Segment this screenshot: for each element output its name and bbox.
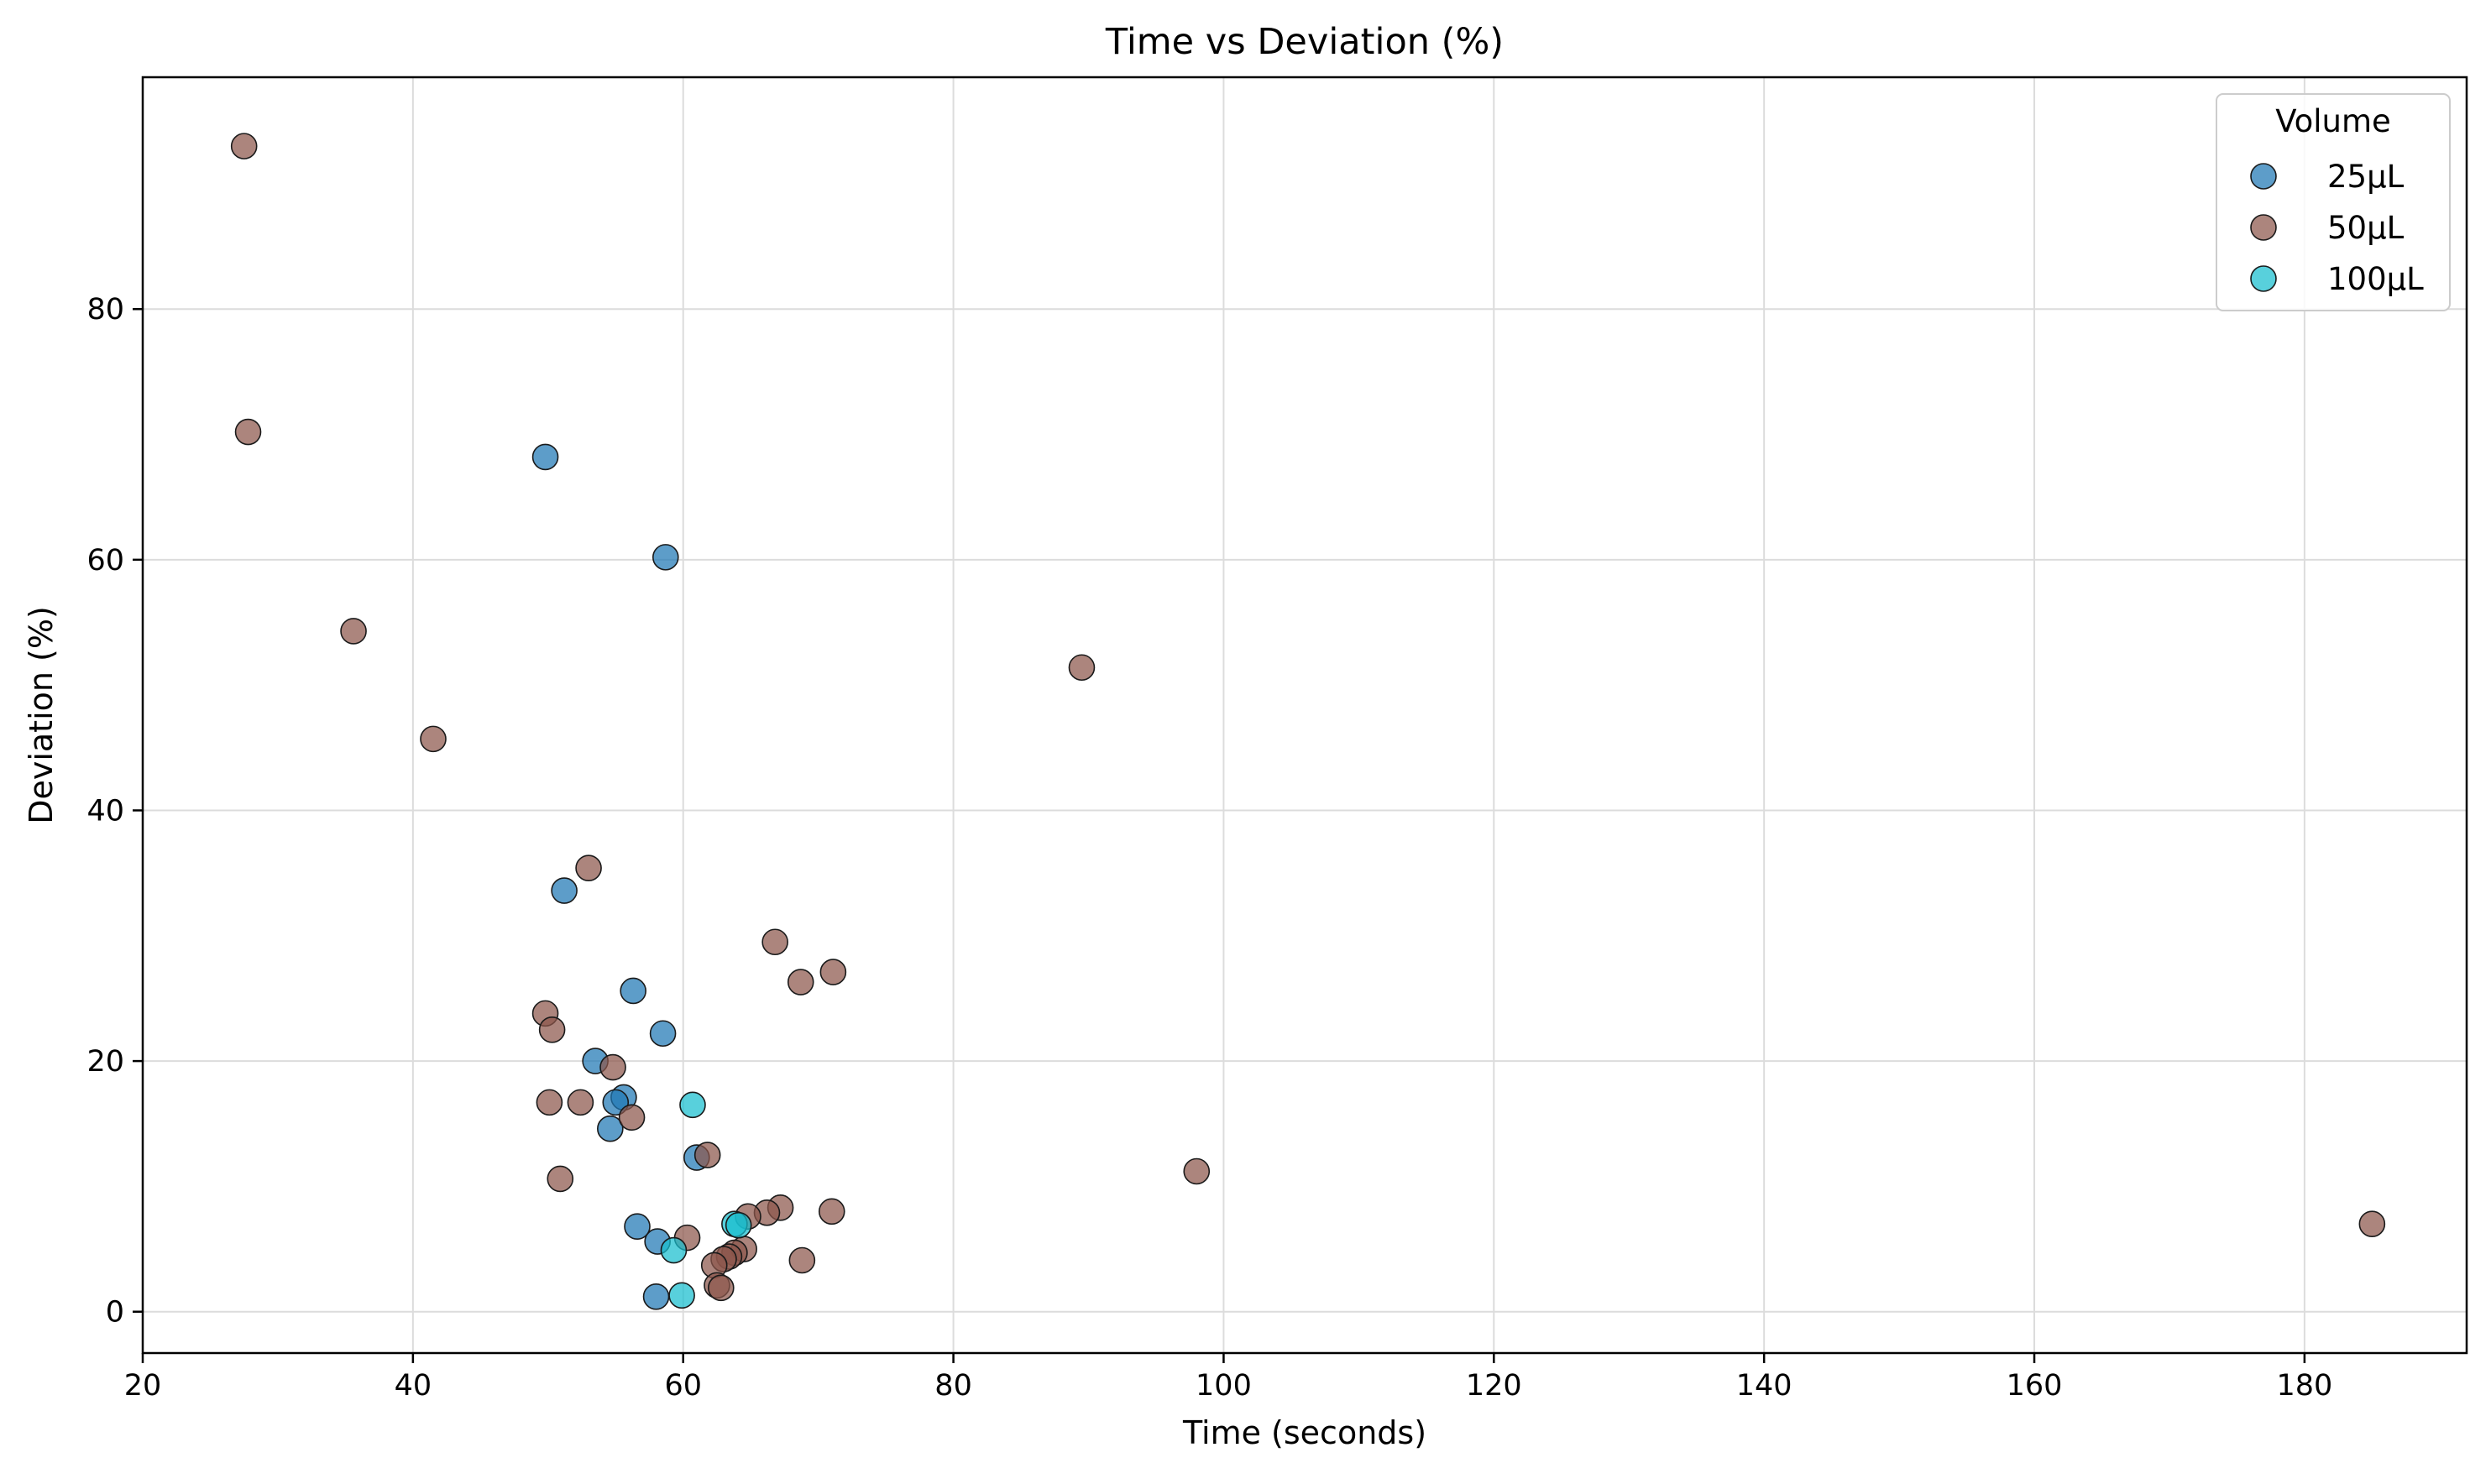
legend-box [2216,93,2451,311]
data-point [567,1089,594,1116]
data-point [787,969,814,995]
x-tick-label: 40 [395,1369,432,1403]
legend-label: 100µL [2327,261,2424,297]
data-point [725,1211,752,1239]
data-points [230,133,2386,1310]
y-tick-label: 80 [86,293,124,327]
series-100µL [660,1091,752,1309]
legend-marker [2250,265,2277,292]
data-point [624,1213,651,1240]
x-tick-label: 20 [124,1369,162,1403]
legend-label: 25µL [2327,159,2405,195]
plot-frame [141,76,2468,1355]
data-point [230,133,258,159]
legend-title: Volume [2275,103,2391,139]
data-point [536,1089,563,1116]
legend-items: 25µL 50µL 100µL [2250,159,2424,297]
data-point [597,1115,624,1142]
data-point [642,1283,670,1310]
data-point [693,1142,721,1168]
data-point [538,1016,566,1043]
legend-marker [2250,163,2277,190]
data-point [788,1246,816,1274]
x-tick-label: 160 [2007,1369,2063,1403]
data-point [2358,1210,2386,1238]
data-point [575,854,602,881]
x-tick-label: 60 [664,1369,702,1403]
legend-marker [2250,214,2277,241]
data-point [761,928,788,956]
data-point [649,1020,677,1048]
data-point [420,725,447,753]
x-tick-label: 80 [934,1369,972,1403]
data-point [668,1282,695,1309]
data-point [340,618,367,645]
chart-title: Time vs Deviation (%) [1105,21,1504,63]
x-tick-label: 140 [1736,1369,1792,1403]
data-point [547,1165,574,1193]
data-point [551,877,578,904]
x-axis-label: Time (seconds) [1182,1414,1426,1451]
y-tick-label: 60 [86,544,124,577]
axis-ticks: 20 40 60 80 100 120 140 160 180 0 20 40 60 80 [86,293,2332,1403]
data-point [819,959,847,985]
y-tick-label: 20 [86,1045,124,1079]
data-point [531,443,559,471]
data-point [1183,1157,1211,1185]
data-point [599,1053,626,1081]
data-point [620,977,646,1005]
x-tick-label: 180 [2276,1369,2332,1403]
data-point [1068,654,1096,682]
data-point [652,544,679,571]
data-point [818,1198,845,1225]
legend-label: 50µL [2327,210,2405,246]
y-tick-label: 40 [86,794,124,828]
data-point [618,1104,646,1131]
legend: Volume 25µL 50µL 100µL [2216,93,2451,311]
x-tick-label: 100 [1196,1369,1252,1403]
data-point [707,1274,735,1302]
y-tick-label: 0 [106,1296,124,1330]
data-point [679,1091,706,1119]
x-tick-label: 120 [1466,1369,1522,1403]
y-axis-label: Deviation (%) [23,606,60,824]
data-point [660,1236,688,1264]
data-point [234,418,262,446]
grid-lines [142,77,2467,1353]
